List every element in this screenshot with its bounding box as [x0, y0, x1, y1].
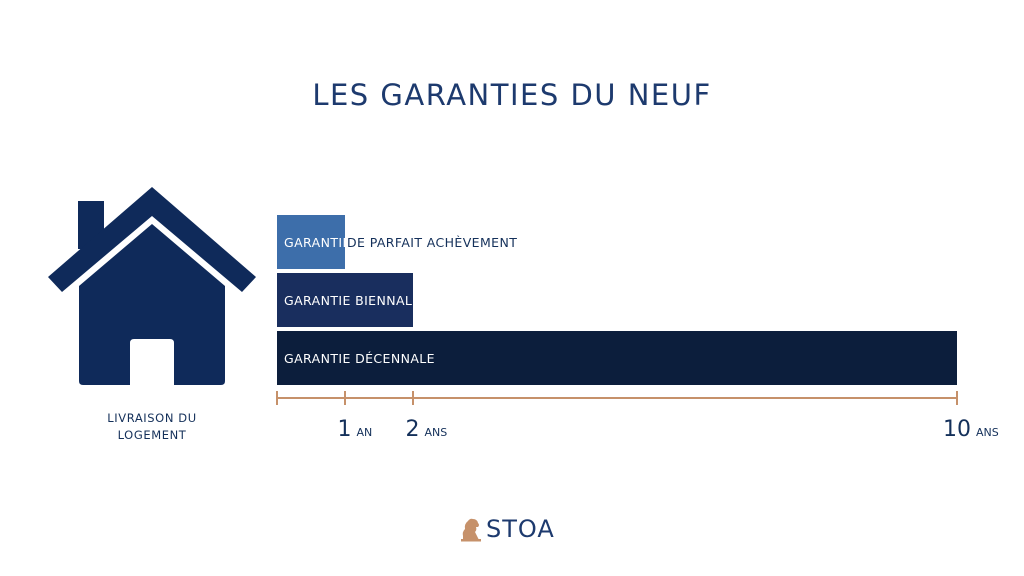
x-tick-label-1: 1 AN: [338, 417, 373, 442]
x-tick-label-3: 10 ANS: [943, 417, 999, 442]
house-label: LIVRAISON DU LOGEMENT: [82, 410, 222, 444]
bar-label-1: GARANTIE BIENNALE: [284, 293, 421, 308]
x-tick-label-2: 2 ANS: [406, 417, 448, 442]
house-label-line-2: LOGEMENT: [117, 428, 187, 442]
house-icon: [48, 187, 256, 385]
bar-2: [277, 331, 957, 385]
bar-outside-label-0: DE PARFAIT ACHÈVEMENT: [347, 235, 517, 250]
brand-name: STOA: [486, 515, 555, 543]
house-label-line-1: LIVRAISON DU: [107, 411, 197, 425]
bar-0: [277, 215, 345, 269]
bar-label-0: GARANTIE: [284, 235, 351, 250]
brand-logo: STOA: [460, 514, 555, 544]
bar-1: [277, 273, 413, 327]
lion-logo-icon: [461, 518, 481, 542]
bar-label-2: GARANTIE DÉCENNALE: [284, 351, 435, 366]
page-title: LES GARANTIES DU NEUF: [312, 78, 712, 112]
